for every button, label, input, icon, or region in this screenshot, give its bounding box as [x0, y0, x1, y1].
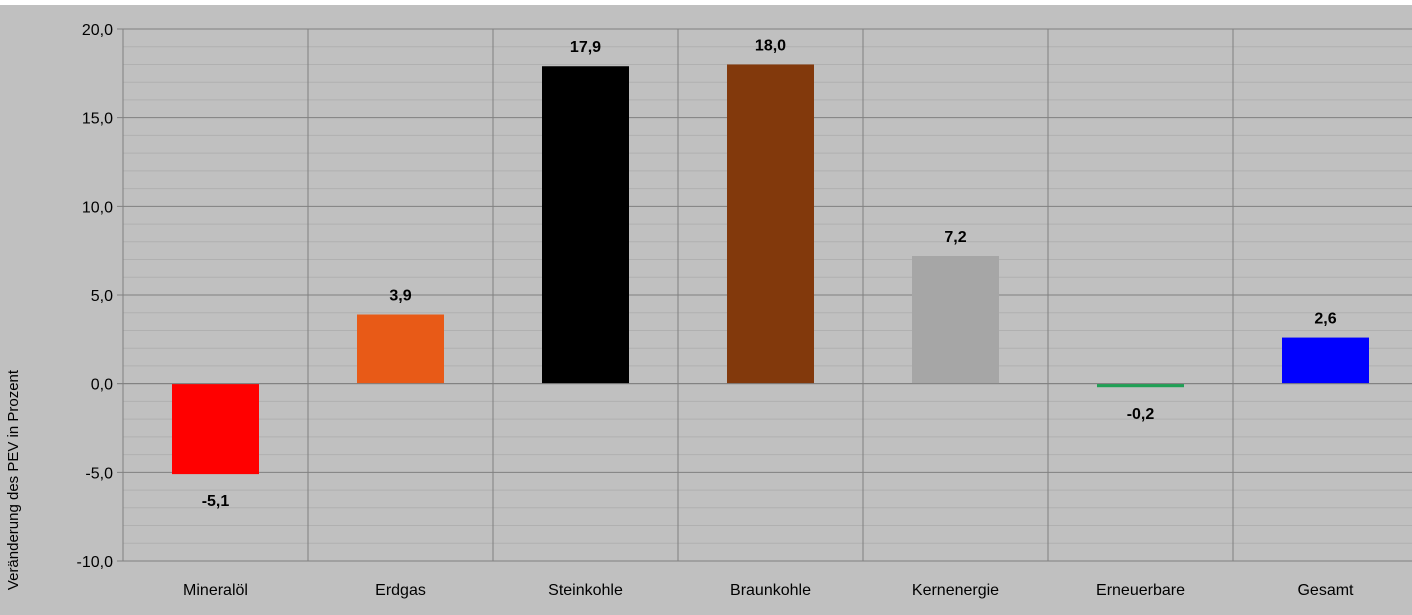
bar [542, 66, 629, 384]
bars [172, 64, 1369, 475]
x-category-label: Mineralöl [183, 582, 248, 599]
y-tick-label: 10,0 [82, 199, 113, 216]
x-category-label: Erdgas [375, 582, 426, 599]
bar-value-label: 17,9 [570, 39, 601, 56]
bar [727, 64, 814, 384]
y-tick-label: -10,0 [77, 554, 114, 571]
x-category-label: Braunkohle [730, 582, 811, 599]
bar-value-label: 3,9 [389, 288, 411, 305]
y-axis-title: Veränderung des PEV in Prozent [5, 369, 22, 590]
x-category-label: Steinkohle [548, 582, 623, 599]
bar [357, 314, 444, 384]
x-category-label: Erneuerbare [1096, 582, 1185, 599]
bar-value-label: -5,1 [202, 493, 230, 510]
bar [1097, 383, 1184, 388]
bar-value-label: 2,6 [1314, 311, 1336, 328]
y-tick-label: 15,0 [82, 111, 113, 128]
bar [912, 255, 999, 384]
data-labels: -5,1 3,9 17,9 18,0 7,2 -0,2 2,6 [202, 37, 1337, 510]
chart-area-background [0, 5, 1412, 615]
x-category-label: Kernenergie [912, 582, 999, 599]
y-tick-label: -5,0 [85, 465, 113, 482]
x-axis-labels: Mineralöl Erdgas Steinkohle Braunkohle Kerne… [183, 582, 1354, 599]
y-tick-label: 5,0 [91, 288, 113, 305]
bar-value-label: -0,2 [1127, 406, 1155, 423]
category-gridlines [122, 29, 1234, 561]
bar-value-label: 7,2 [944, 229, 966, 246]
y-tick-label: 0,0 [91, 377, 113, 394]
x-category-label: Gesamt [1297, 582, 1354, 599]
bar [172, 383, 259, 475]
bar [1282, 337, 1369, 384]
bar-value-label: 18,0 [755, 37, 786, 54]
y-axis-ticks: -10,0 -5,0 0,0 5,0 10,0 15,0 20,0 [77, 22, 114, 571]
y-tick-label: 20,0 [82, 22, 113, 39]
